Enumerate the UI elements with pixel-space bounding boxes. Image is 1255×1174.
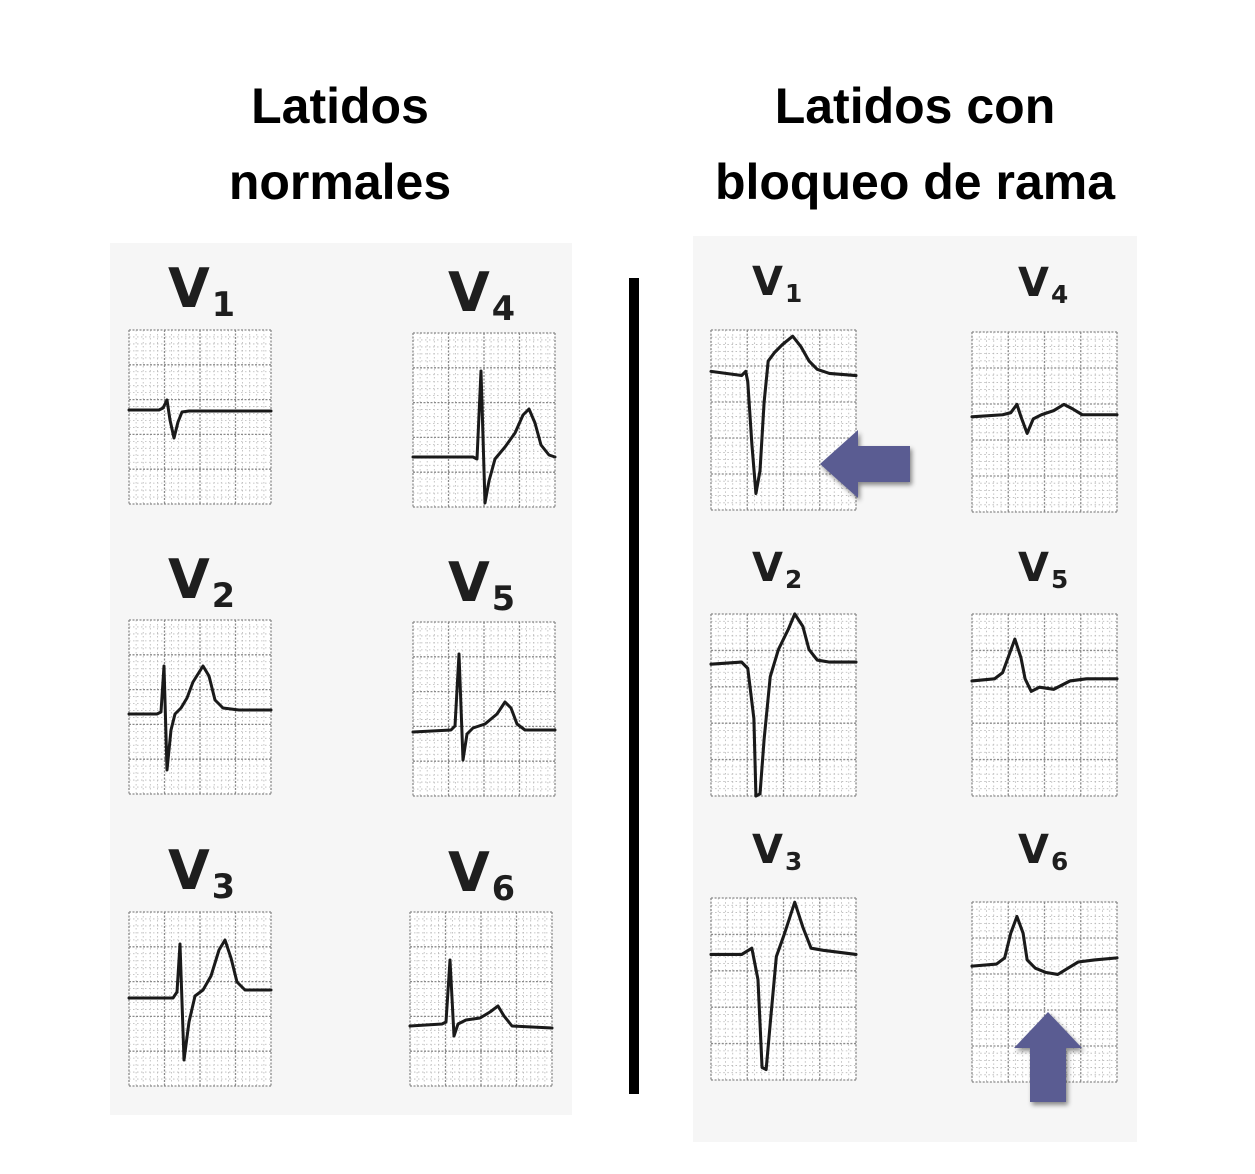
ecg-grid xyxy=(971,613,1118,797)
ecg-trace xyxy=(970,914,1119,976)
normal-ecg-panel-v6 xyxy=(408,911,554,1087)
heading-block-line-2: bloqueo de rama xyxy=(714,154,1116,210)
left-arrow-icon xyxy=(820,430,910,498)
ecg-grid xyxy=(412,332,556,508)
column-divider xyxy=(629,278,639,1094)
ecg-trace xyxy=(127,938,273,1062)
ecg-grid xyxy=(710,897,857,1081)
ecg-grid xyxy=(128,329,272,505)
ecg-trace xyxy=(709,334,858,495)
heading-normal-line-2: normales xyxy=(228,154,452,210)
ecg-trace xyxy=(411,652,557,762)
normal-lead-label-v5: V5 xyxy=(448,551,516,619)
ecg-grid xyxy=(710,329,857,511)
ecg-trace xyxy=(408,958,554,1038)
block-lead-label-v1: V1 xyxy=(752,259,803,308)
normal-ecg-panel-v3 xyxy=(127,911,273,1087)
normal-ecg-panel-v4 xyxy=(411,332,557,508)
normal-lead-label-v4: V4 xyxy=(448,261,516,329)
block-ecg-panel-v4 xyxy=(970,331,1119,513)
heading-normal-beats: Latidos normales xyxy=(140,68,540,220)
normal-lead-label-v6: V6 xyxy=(448,841,516,909)
ecg-trace xyxy=(127,398,273,440)
heading-bundle-branch-block-beats: Latidos con bloqueo de rama xyxy=(640,68,1190,220)
ecg-grid xyxy=(710,613,857,797)
normal-ecg-panel-v5 xyxy=(411,621,557,797)
normal-lead-label-v2: V2 xyxy=(168,548,236,616)
ecg-grid xyxy=(971,331,1118,513)
normal-ecg-panel-v1 xyxy=(127,329,273,505)
ecg-grid xyxy=(409,911,553,1087)
ecg-grid xyxy=(128,619,272,795)
block-lead-label-v4: V4 xyxy=(1018,260,1069,309)
block-lead-label-v5: V5 xyxy=(1018,545,1069,594)
normal-lead-label-v1: V1 xyxy=(168,257,236,325)
normal-ecg-panel-v2 xyxy=(127,619,273,795)
heading-block-line-1: Latidos con xyxy=(774,78,1056,134)
block-ecg-panel-v3 xyxy=(709,897,858,1081)
ecg-trace xyxy=(970,402,1119,435)
block-ecg-panel-v1 xyxy=(709,329,858,511)
ecg-trace xyxy=(127,664,273,772)
block-ecg-panel-v2 xyxy=(709,612,858,798)
ecg-trace xyxy=(709,612,858,798)
ecg-trace xyxy=(970,637,1119,693)
ecg-trace xyxy=(411,369,557,505)
ecg-trace xyxy=(709,900,858,1072)
block-ecg-panel-v5 xyxy=(970,613,1119,797)
ecg-grid xyxy=(412,621,556,797)
heading-normal-line-1: Latidos xyxy=(251,78,429,134)
normal-lead-label-v3: V3 xyxy=(168,839,236,907)
block-lead-label-v2: V2 xyxy=(752,545,803,594)
up-arrow-icon xyxy=(1014,1012,1082,1102)
block-lead-label-v6: V6 xyxy=(1018,827,1069,876)
block-lead-label-v3: V3 xyxy=(752,827,803,876)
